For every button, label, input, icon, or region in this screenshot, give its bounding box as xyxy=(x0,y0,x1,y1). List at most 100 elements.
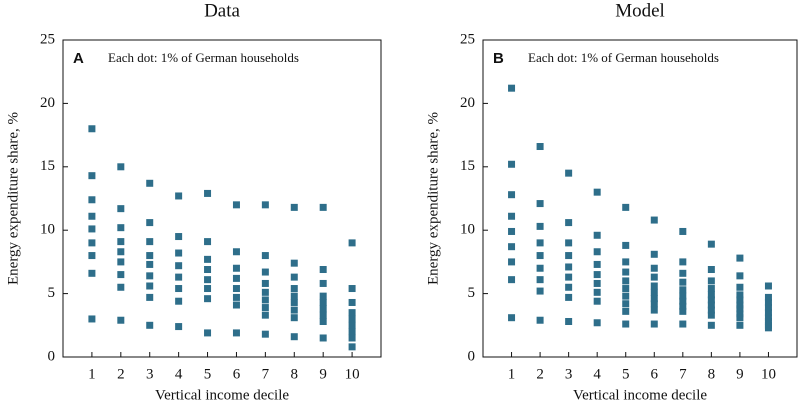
dot xyxy=(204,266,212,274)
dot xyxy=(764,324,772,332)
panel-letter: A xyxy=(73,50,84,67)
y-axis-label: Energy expenditure share, % xyxy=(5,112,21,285)
dot xyxy=(175,262,183,270)
dot xyxy=(88,172,96,180)
dot xyxy=(319,317,327,325)
dot xyxy=(622,285,630,293)
dot xyxy=(707,291,715,299)
dot xyxy=(650,282,658,290)
dot xyxy=(650,250,658,258)
dot xyxy=(650,295,658,303)
dot xyxy=(348,321,356,329)
dot xyxy=(204,276,212,284)
dot xyxy=(88,315,96,323)
dot xyxy=(508,243,516,251)
dot xyxy=(88,269,96,277)
dot xyxy=(707,301,715,309)
dot xyxy=(290,306,298,314)
dot xyxy=(290,298,298,306)
dot xyxy=(707,240,715,248)
dot xyxy=(679,297,687,305)
x-tick-label: 3 xyxy=(146,366,154,382)
y-tick-label: 20 xyxy=(460,95,475,111)
dot xyxy=(290,203,298,211)
dot xyxy=(593,288,601,296)
dot xyxy=(622,320,630,328)
x-tick-label: 1 xyxy=(508,366,516,382)
dot xyxy=(319,298,327,306)
dot xyxy=(348,239,356,247)
panel-letter: B xyxy=(493,50,504,67)
dot xyxy=(736,272,744,280)
y-tick-label: 0 xyxy=(468,348,476,364)
x-tick-label: 2 xyxy=(117,366,125,382)
dot xyxy=(290,273,298,281)
dot xyxy=(232,293,240,301)
dot xyxy=(736,310,744,318)
dot xyxy=(348,328,356,336)
x-tick-label: 5 xyxy=(622,366,630,382)
dot xyxy=(565,293,573,301)
dot xyxy=(593,188,601,196)
dot xyxy=(232,274,240,282)
dot xyxy=(736,254,744,262)
dot xyxy=(764,309,772,317)
dot xyxy=(261,201,269,209)
dot xyxy=(622,258,630,266)
dot xyxy=(261,304,269,312)
y-tick-label: 15 xyxy=(460,158,475,174)
y-tick-label: 15 xyxy=(40,158,55,174)
dot xyxy=(290,333,298,341)
dot xyxy=(736,301,744,309)
dot xyxy=(175,249,183,257)
dot xyxy=(679,258,687,266)
dot xyxy=(707,311,715,319)
dot xyxy=(650,264,658,272)
dot xyxy=(565,219,573,227)
dot xyxy=(536,287,544,295)
dot xyxy=(146,321,154,329)
y-tick-label: 20 xyxy=(40,95,55,111)
x-tick-label: 4 xyxy=(593,366,601,382)
dot xyxy=(348,315,356,323)
dot xyxy=(290,314,298,322)
dot xyxy=(117,316,125,324)
dot xyxy=(593,260,601,268)
dot xyxy=(764,298,772,306)
dot xyxy=(175,285,183,293)
dot xyxy=(650,320,658,328)
dot xyxy=(508,276,516,284)
dot xyxy=(593,319,601,327)
dot xyxy=(593,231,601,239)
dot xyxy=(650,306,658,314)
x-tick-label: 4 xyxy=(175,366,183,382)
dot xyxy=(117,163,125,171)
dot xyxy=(261,279,269,287)
dot xyxy=(508,160,516,168)
dot xyxy=(117,238,125,246)
dot xyxy=(508,84,516,92)
dot xyxy=(508,191,516,199)
dot xyxy=(593,271,601,279)
dot xyxy=(679,227,687,235)
dot xyxy=(261,330,269,338)
y-tick-label: 0 xyxy=(48,348,56,364)
dot xyxy=(764,304,772,312)
dot xyxy=(650,273,658,281)
dot xyxy=(536,316,544,324)
dot xyxy=(536,200,544,208)
dot xyxy=(565,169,573,177)
dot xyxy=(204,329,212,337)
dot xyxy=(707,306,715,314)
dot xyxy=(290,292,298,300)
dot xyxy=(319,279,327,287)
dot xyxy=(508,227,516,235)
x-tick-label: 2 xyxy=(536,366,544,382)
dot xyxy=(348,334,356,342)
dot xyxy=(536,276,544,284)
dot xyxy=(736,321,744,329)
dot xyxy=(348,285,356,293)
dot xyxy=(622,307,630,315)
dot xyxy=(146,282,154,290)
dot xyxy=(736,283,744,291)
